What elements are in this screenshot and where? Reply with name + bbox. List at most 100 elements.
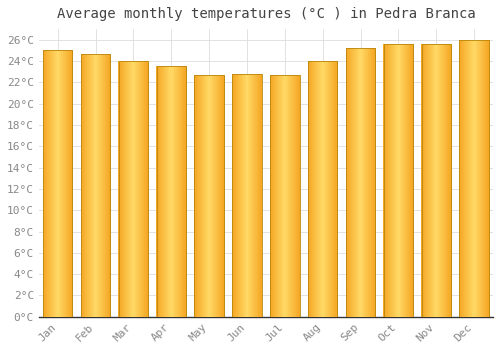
Bar <box>390 44 392 317</box>
Bar <box>390 44 391 317</box>
Bar <box>333 61 334 317</box>
Bar <box>223 75 224 317</box>
Bar <box>399 44 400 317</box>
Bar <box>371 48 372 317</box>
Bar <box>428 44 429 317</box>
Bar <box>462 40 464 317</box>
Bar <box>285 75 286 317</box>
Bar <box>249 74 250 317</box>
Bar <box>446 44 448 317</box>
Bar <box>443 44 444 317</box>
Bar <box>144 61 146 317</box>
Bar <box>434 44 436 317</box>
Bar <box>254 74 255 317</box>
Bar <box>164 66 165 317</box>
Bar <box>247 74 248 317</box>
Bar <box>84 54 86 317</box>
Bar <box>250 74 252 317</box>
Bar <box>180 66 182 317</box>
Bar <box>486 40 487 317</box>
Bar <box>124 61 126 317</box>
Bar <box>280 75 281 317</box>
Bar <box>294 75 295 317</box>
Bar <box>130 61 132 317</box>
Bar <box>408 44 409 317</box>
Bar <box>464 40 465 317</box>
Bar <box>160 66 162 317</box>
Bar <box>426 44 427 317</box>
Bar <box>483 40 484 317</box>
Bar <box>465 40 466 317</box>
Bar <box>170 66 172 317</box>
Bar <box>104 54 106 317</box>
Bar <box>140 61 141 317</box>
Bar <box>482 40 483 317</box>
Bar <box>56 50 58 317</box>
Bar <box>92 54 93 317</box>
Bar <box>470 40 472 317</box>
Bar <box>250 74 251 317</box>
Bar <box>366 48 368 317</box>
Bar <box>130 61 131 317</box>
Bar <box>485 40 486 317</box>
Bar <box>429 44 430 317</box>
Bar <box>277 75 278 317</box>
Bar <box>98 54 100 317</box>
Bar <box>437 44 438 317</box>
Bar <box>91 54 92 317</box>
Bar <box>346 48 348 317</box>
Bar <box>319 61 320 317</box>
Bar <box>95 54 96 317</box>
Bar <box>198 75 200 317</box>
Bar <box>134 61 136 317</box>
Bar <box>124 61 125 317</box>
Bar <box>66 50 67 317</box>
Bar <box>274 75 276 317</box>
Bar <box>462 40 463 317</box>
Bar <box>290 75 292 317</box>
Bar <box>50 50 51 317</box>
Bar <box>80 54 82 317</box>
Bar <box>233 74 234 317</box>
Bar <box>284 75 285 317</box>
Bar <box>473 40 474 317</box>
Bar <box>194 75 195 317</box>
Bar <box>196 75 198 317</box>
Bar <box>438 44 440 317</box>
Bar <box>331 61 332 317</box>
Bar <box>118 61 148 317</box>
Bar <box>446 44 447 317</box>
Bar <box>471 40 472 317</box>
Bar <box>488 40 490 317</box>
Bar <box>316 61 317 317</box>
Bar <box>289 75 290 317</box>
Bar <box>360 48 361 317</box>
Bar <box>71 50 72 317</box>
Bar <box>425 44 426 317</box>
Bar <box>430 44 431 317</box>
Bar <box>363 48 364 317</box>
Bar <box>220 75 221 317</box>
Bar <box>432 44 433 317</box>
Bar <box>334 61 335 317</box>
Bar <box>488 40 489 317</box>
Bar <box>396 44 398 317</box>
Bar <box>260 74 261 317</box>
Bar <box>444 44 445 317</box>
Bar <box>108 54 109 317</box>
Bar <box>356 48 358 317</box>
Bar <box>261 74 262 317</box>
Bar <box>321 61 322 317</box>
Bar <box>389 44 390 317</box>
Bar <box>159 66 160 317</box>
Bar <box>161 66 162 317</box>
Bar <box>128 61 130 317</box>
Bar <box>468 40 469 317</box>
Bar <box>438 44 439 317</box>
Bar <box>158 66 159 317</box>
Bar <box>232 74 233 317</box>
Bar <box>212 75 213 317</box>
Bar <box>252 74 253 317</box>
Bar <box>110 54 111 317</box>
Bar <box>448 44 450 317</box>
